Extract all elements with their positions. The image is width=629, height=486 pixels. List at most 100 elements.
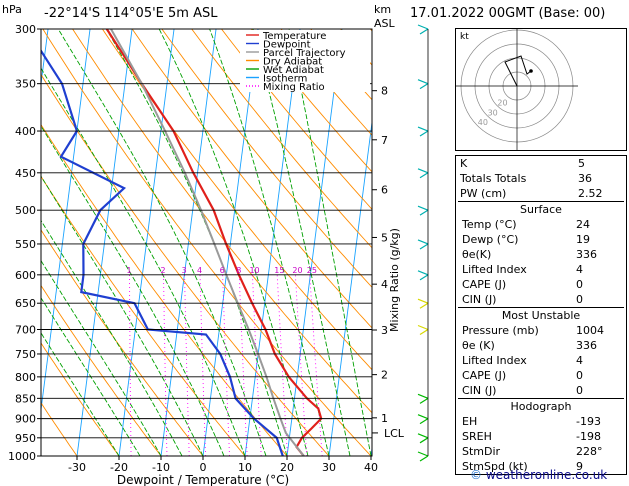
dry-adiabat-line	[41, 401, 78, 456]
legend-box	[240, 30, 370, 92]
mixing-ratio-label: 6	[220, 266, 225, 275]
hodo-stat-row: EH -193	[458, 414, 624, 429]
wind-barb-icon	[417, 79, 429, 90]
km-tick-label: 8	[381, 85, 388, 98]
hodograph-table-title: Hodograph	[510, 400, 572, 413]
most-unstable-row: Pressure (mb) 1004	[458, 323, 624, 338]
hodo-stat-value: -198	[576, 430, 601, 443]
pressure-tick-label: 450	[15, 167, 36, 180]
most-unstable-value: 0	[576, 369, 583, 382]
temp-tick-label: 30	[322, 461, 336, 474]
km-tick-label: 1	[381, 412, 388, 425]
mixing-ratio-label: 1	[127, 266, 132, 275]
hodograph-ring-label: 20	[497, 99, 507, 108]
pressure-tick-label: 600	[15, 269, 36, 282]
mixing-ratio-line	[238, 274, 248, 456]
index-value: 36	[578, 172, 592, 185]
pressure-unit-label: hPa	[2, 3, 22, 16]
km-tick-label: 3	[381, 324, 388, 337]
hodo-stat-label: SREH	[462, 430, 492, 443]
credit-line: © weatheronline.co.uk	[470, 468, 607, 482]
surface-row: CIN (J) 0	[458, 292, 624, 307]
hodo-stat-value: 228°	[576, 445, 603, 458]
km-tick-label: 6	[381, 184, 388, 197]
surface-rows: Temp (°C) 24 Dewp (°C) 19 θe(K) 336 Lifted Ind…	[458, 217, 624, 307]
wet-adiabat-line	[41, 259, 162, 456]
dry-adiabat-line	[191, 29, 372, 249]
dry-adiabat-line	[41, 175, 246, 456]
surface-label: CIN (J)	[462, 293, 497, 306]
hodograph-trace	[504, 55, 532, 87]
index-row: PW (cm) 2.52	[456, 186, 626, 201]
wind-barb-icon	[417, 451, 429, 462]
location-title: -22°14'S 114°05'E 5m ASL	[44, 6, 218, 21]
dry-adiabat-line	[41, 342, 120, 456]
isotherm-line	[76, 29, 133, 456]
surface-value: 0	[576, 278, 583, 291]
index-label: PW (cm)	[460, 187, 507, 200]
hodograph-unit-label: kt	[460, 32, 469, 42]
most-unstable-label: Pressure (mb)	[462, 324, 539, 337]
legend-label: Parcel Trajectory	[263, 48, 346, 59]
surface-row: Temp (°C) 24	[458, 217, 624, 232]
index-value: 2.52	[578, 187, 603, 200]
hodograph-ring-label: 40	[478, 118, 488, 127]
surface-value: 24	[576, 218, 590, 231]
mixing-ratio-label: 15	[274, 266, 284, 275]
mixing-ratio-line	[199, 274, 207, 456]
pressure-tick-label: 300	[15, 23, 36, 36]
pressure-tick-label: 400	[15, 125, 36, 138]
hodo-stat-row: StmSpd (kt) 9	[458, 459, 624, 474]
pressure-tick-label: 950	[15, 432, 36, 445]
hodo-stat-row: StmDir 228°	[458, 444, 624, 459]
pressure-tick-label: 500	[15, 204, 36, 217]
most-unstable-section: Most Unstable Pressure (mb) 1004 θe (K) 336…	[458, 307, 624, 398]
dry-adiabat-line	[41, 284, 162, 456]
dry-adiabat-line	[250, 29, 372, 173]
legend-label: Dry Adiabat	[263, 57, 322, 68]
surface-value: 19	[576, 233, 590, 246]
km-unit: km	[374, 3, 392, 16]
hodo-stat-value: -193	[576, 415, 601, 428]
most-unstable-label: CAPE (J)	[462, 369, 507, 382]
temp-tick-label: -30	[68, 461, 86, 474]
mixing-ratio-line	[309, 274, 323, 456]
most-unstable-row: CAPE (J) 0	[458, 368, 624, 383]
most-unstable-title: Most Unstable	[501, 309, 581, 322]
most-unstable-label: Lifted Index	[462, 354, 527, 367]
index-row: Totals Totals 36	[456, 171, 626, 186]
index-label: Totals Totals	[460, 172, 527, 185]
wind-barb-icon	[417, 205, 429, 216]
km-tick-label: 4	[381, 278, 388, 291]
wind-barb-icon	[417, 393, 429, 404]
index-value: 5	[578, 157, 585, 170]
hodo-stat-row: SREH -198	[458, 429, 624, 444]
wet-adiabat-line	[41, 219, 183, 456]
mixing-ratio-label: 2	[161, 266, 166, 275]
hodograph-panel: kt 20 30 40	[455, 28, 627, 151]
temp-tick-label: 20	[280, 461, 294, 474]
legend-label: Mixing Ratio	[263, 82, 325, 93]
surface-row: CAPE (J) 0	[458, 277, 624, 292]
most-unstable-label: θe (K)	[462, 339, 495, 352]
wind-barb-icon	[417, 298, 429, 309]
pressure-tick-label: 1000	[8, 450, 36, 463]
surface-label: Lifted Index	[462, 263, 527, 276]
mixing-ratio-label: 3	[182, 266, 187, 275]
pressure-tick-label: 800	[15, 371, 36, 384]
temp-tick-label: 40	[364, 461, 378, 474]
surface-value: 336	[576, 248, 597, 261]
mixing-ratio-line	[294, 274, 308, 456]
temp-tick-label: -10	[152, 461, 170, 474]
legend-label: Isotherm	[263, 74, 307, 85]
dry-adiabat-line	[131, 29, 372, 329]
hodograph-section: Hodograph EH -193 SREH -198 StmDir 228° StmSpd…	[458, 398, 624, 474]
pressure-tick-label: 900	[15, 413, 36, 426]
surface-section: Surface Temp (°C) 24 Dewp (°C) 19 θe(K) 336 Li…	[458, 201, 624, 307]
wind-barb-icon	[417, 324, 429, 336]
date-title: 17.01.2022 00GMT (Base: 00)	[410, 6, 606, 21]
pressure-tick-label: 750	[15, 348, 36, 361]
